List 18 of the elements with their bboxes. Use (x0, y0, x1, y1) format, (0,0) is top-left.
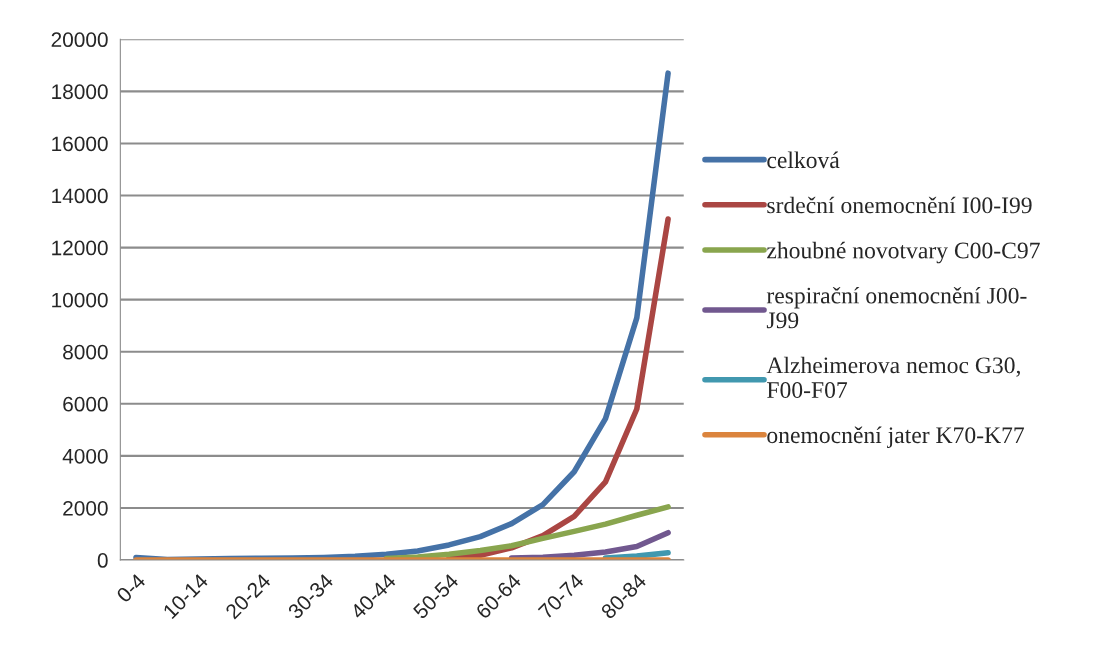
y-tick-label: 10000 (52, 292, 108, 308)
legend-label: zhoubné novotvary C00-C97 (767, 241, 1040, 264)
y-tick-label: 16000 (52, 136, 108, 152)
legend-label: Alzheimerova nemoc G30, F00-F07 (766, 356, 1020, 398)
legend-label: onemocnění jater K70-K77 (767, 426, 1025, 448)
y-tick-label: 6000 (63, 396, 108, 412)
legend-label: celková (767, 151, 840, 169)
y-tick-label: 20000 (51, 32, 108, 48)
y-tick-label: 4000 (62, 448, 108, 464)
legend-label: srdeční onemocnění I00-I99 (767, 196, 1032, 214)
y-tick-label: 18000 (52, 84, 108, 100)
y-tick-label: 8000 (63, 344, 108, 360)
x-tick-label: 0-4 (115, 572, 147, 604)
y-tick-label: 0 (97, 553, 108, 568)
y-tick-label: 12000 (52, 240, 108, 256)
y-tick-label: 14000 (52, 188, 108, 204)
y-tick-label: 2000 (63, 500, 108, 516)
legend-label: respirační onemocnění J00-J99 (766, 286, 1027, 329)
